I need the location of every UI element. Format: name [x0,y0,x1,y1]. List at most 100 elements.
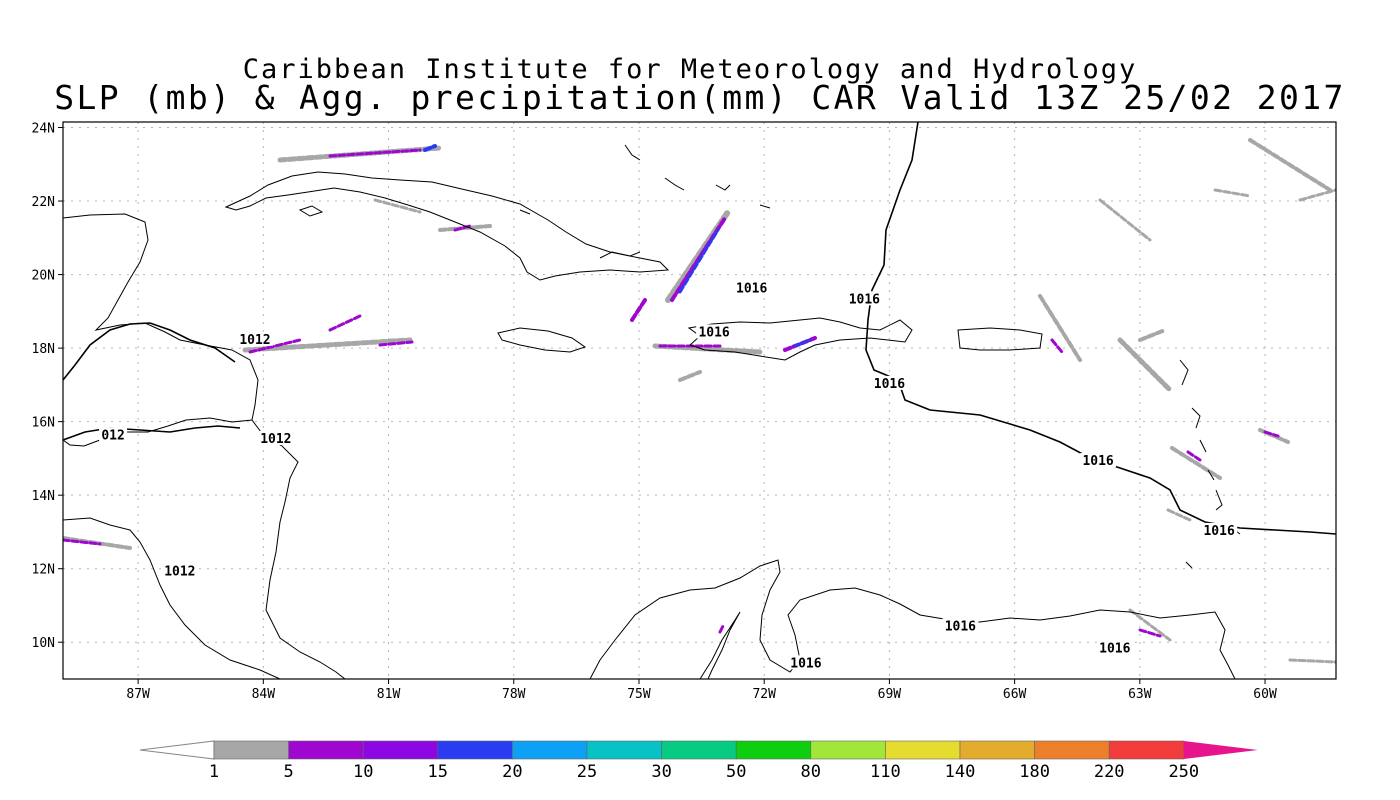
isobar-label: 1016 [874,377,905,392]
isobar-label: 1016 [945,620,976,635]
colorbar-swatch [512,740,588,760]
puerto-rico-coastline [957,327,1043,351]
isobar-label: 1016 [1099,642,1130,657]
precip-streak [1038,294,1082,362]
colorbar-label: 30 [651,762,671,782]
precip-streak [1166,508,1192,522]
colorbar-swatch [362,740,439,760]
central-america-coastline [63,213,346,679]
latitude-axis: 24N 22N 20N 18N 16N 14N 12N 10N [32,122,63,651]
isobar-label-bg [787,655,824,670]
precip-streak [630,298,647,322]
isobar-label: 012 [101,428,124,443]
colorbar-label: 80 [801,762,821,782]
colorbar-label: 20 [502,762,522,782]
guajira-coastline [699,611,741,679]
lat-tick-label: 16N [32,416,55,431]
precip-streak [1248,138,1332,192]
isobar-label-bg [1080,453,1117,468]
precipitation-areas [63,138,1336,664]
longitude-axis: 87W 84W 81W 78W 75W 72W 69W 66W 63W 60W [126,679,1277,702]
precip-streak [63,538,102,546]
south-america-coastline [589,559,1236,679]
precip-streak [378,340,414,347]
isobar-label: 1012 [239,333,270,348]
colorbar-swatch [735,740,812,760]
isobar-label-bg [942,618,979,633]
lat-tick-label: 24N [32,122,55,137]
lon-tick-label: 75W [627,687,651,702]
colorbar-label: 5 [283,762,293,782]
isobar-label-bg [161,563,198,578]
precip-streak [678,370,702,382]
jamaica-coastline [497,327,587,353]
chart-title: Caribbean Institute for Meteorology and … [242,54,1138,85]
colorbar-max-arrow [1183,741,1258,759]
isobar-label: 1016 [1082,454,1113,469]
colorbar-label: 25 [577,762,597,782]
cuba-coastline [224,171,670,281]
colorbar-label: 250 [1168,762,1199,782]
colorbar [139,740,1258,760]
isobar-labels: 1012 012 1012 1012 1016 1016 1016 1016 1016 1016 1… [99,280,1238,671]
colorbar-swatch [661,740,737,760]
isobar-1012-honduras [63,425,241,441]
slp-isobars [63,122,1336,535]
precip-streak [1138,628,1162,638]
lat-tick-label: 10N [32,636,55,651]
precip-streak [1128,608,1172,642]
colorbar-swatch [1034,740,1110,760]
lesser-antilles-islands [1179,359,1241,569]
isobar-label-bg [696,324,733,339]
lon-tick-label: 66W [1003,687,1027,702]
coastlines [63,144,1241,679]
colorbar-swatch [288,740,364,760]
precip-streak [328,314,362,332]
lon-tick-label: 87W [126,687,150,702]
colorbar-min-arrow [139,740,215,760]
colorbar-label: 10 [353,762,373,782]
precip-streak [1098,198,1152,242]
precip-streak [1263,430,1280,438]
colorbar-label: 15 [428,762,448,782]
colorbar-label: 220 [1094,762,1125,782]
colorbar-label: 50 [726,762,746,782]
colorbar-label: 1 [209,762,219,782]
isobar-label: 1012 [260,432,291,447]
chart-subtitle: SLP (mb) & Agg. precipitation(mm) CAR Va… [54,78,1346,117]
colorbar-swatch [586,740,662,760]
lon-tick-label: 63W [1128,687,1152,702]
precip-streak [1170,446,1222,480]
colorbar-swatch [437,740,513,760]
isobar-label: 1016 [849,292,880,307]
lon-tick-label: 60W [1253,687,1277,702]
lat-tick-label: 14N [32,489,55,504]
precip-streak [373,198,422,214]
isobar-label-bg [733,280,770,295]
colorbar-swatch [959,740,1035,760]
precip-streak [242,337,413,353]
lon-tick-label: 69W [878,687,902,702]
precip-streak [1138,328,1167,342]
precip-streak [248,338,302,354]
map-frame [62,121,1337,680]
isobar-label: 1016 [736,281,767,296]
isobar-label: 1016 [790,656,821,671]
lon-tick-label: 78W [502,687,526,702]
precip-streak [423,144,437,152]
colorbar-swatch [1108,740,1185,760]
isobar-label-bg [846,291,883,306]
lat-tick-label: 18N [32,342,55,357]
lat-tick-label: 20N [32,269,55,284]
precip-streak [793,338,812,348]
isobar-label-bg [871,375,908,390]
colorbar-swatch [213,740,289,760]
isobar-label-bg [1201,522,1238,537]
precip-streak [1288,658,1336,664]
isobar-label: 1016 [698,325,729,340]
isobar-label-bg [99,427,128,442]
colorbar-swatch [885,740,961,760]
precip-streak [1298,188,1336,202]
precip-streak [678,228,720,294]
